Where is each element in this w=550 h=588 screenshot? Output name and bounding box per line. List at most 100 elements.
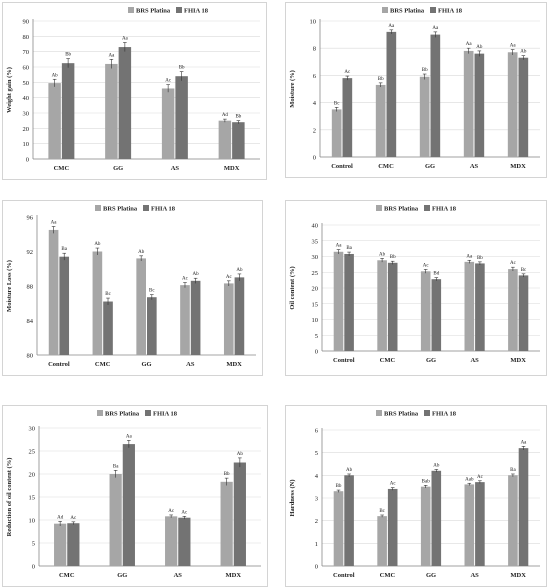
bar [175,76,188,159]
bar [232,122,245,159]
data-label: Bb [65,53,71,58]
x-tick-label: CMC [59,572,75,579]
bar [333,251,344,351]
bar [518,57,529,157]
legend-swatch [143,205,149,211]
data-label: Ab [236,268,243,273]
x-tick-label: AS [470,357,479,364]
y-tick-label: 0 [26,157,29,164]
y-tick-label: 35 [312,238,319,245]
x-tick-label: MDX [224,165,240,172]
data-label: Ad [222,113,229,118]
bar [475,263,485,351]
data-label: Aa [432,26,439,31]
bar [331,109,342,157]
data-label: Bb [477,256,483,261]
bar [386,31,397,158]
y-tick-label: 2 [313,127,316,134]
x-tick-label: MDX [510,163,526,170]
x-tick-label: MDX [510,357,526,364]
data-label: Bb [235,115,241,120]
x-tick-label: Control [333,357,355,364]
y-tick-label: 80 [27,353,34,360]
data-label: Ac [181,510,188,515]
x-tick-label: Control [333,572,355,579]
bar [105,63,118,159]
x-tick-label: MDX [510,572,526,579]
data-label: Ac [477,475,484,480]
bar [59,256,70,355]
data-label: Bc [105,292,111,297]
bar [464,261,475,351]
legend-swatch [424,410,430,416]
legend-swatch [176,7,182,13]
bar [136,258,146,355]
data-label: Ba [510,468,516,473]
data-label: Ba [113,464,119,469]
legend-label: BRS Platina [384,206,419,213]
y-tick-label: 70 [23,49,30,56]
bar [333,491,344,566]
legend-label: FHIA 18 [438,8,463,15]
legend-label: BRS Platina [136,8,171,15]
bar [387,262,398,351]
y-tick-label: 10 [312,317,319,324]
bar [180,285,190,355]
bar [420,271,431,351]
legend-swatch [128,7,134,13]
chart-panel-hardness: 0 1 2 3 4 5 6 Hardness (N) BRS Platina FHIA 18 Bb A… [285,405,547,587]
x-tick-label: CMC [380,572,396,579]
y-tick-label: 4 [313,100,317,107]
bar [431,470,442,566]
hardness-chart: 0 1 2 3 4 5 6 Hardness (N) BRS Platina FHIA 18 Bb A… [289,410,540,579]
legend-label: FHIA 18 [184,8,209,15]
bar [147,297,157,355]
y-tick-label: 0 [315,349,318,356]
bar [165,516,178,566]
data-label: Ac [226,275,233,280]
y-axis-label: Oil content (%) [289,266,296,309]
data-label: Ab [138,250,145,255]
bar [190,280,201,355]
legend-swatch [95,205,101,211]
data-label: Ac [182,277,189,282]
y-tick-label: 92 [27,249,34,256]
bar [375,84,386,157]
bar [61,63,75,159]
y-tick-label: 84 [27,318,34,325]
x-tick-label: CMC [54,165,70,172]
x-tick-label: GG [117,572,127,579]
x-tick-label: CMC [380,357,396,364]
data-label: Bc [521,268,527,273]
data-label: Ba [61,247,67,252]
y-tick-label: 3 [315,496,318,503]
x-tick-label: GG [425,163,435,170]
bar [464,484,475,566]
chart-panel-oil-content: 0 5 10 15 20 25 30 35 40 Oil content (%) BRS Plati… [285,200,547,376]
y-tick-label: 80 [23,34,30,41]
bar [48,229,59,355]
y-tick-label: 40 [312,223,319,230]
data-label: Aa [336,244,343,249]
data-label: Aa [51,220,58,225]
data-label: Bab [422,479,431,484]
data-label: Ac [165,79,172,84]
bar [431,279,442,351]
bar [344,475,354,566]
y-tick-label: 0 [315,564,318,571]
data-label: Bb [378,77,384,82]
legend-label: BRS Platina [103,206,138,213]
bar [508,269,518,351]
y-tick-label: 30 [312,254,319,261]
data-label: Ab [520,50,527,55]
data-label: Aa [122,36,129,41]
data-label: Aa [108,53,115,58]
y-tick-label: 20 [312,286,319,293]
y-tick-label: 25 [29,449,36,456]
bar [220,481,233,566]
data-label: Ac [423,263,430,268]
y-tick-label: 30 [29,426,36,433]
bar [344,253,354,351]
y-tick-label: 6 [315,428,319,435]
oil-content-chart: 0 5 10 15 20 25 30 35 40 Oil content (%) BRS Plati… [289,205,540,364]
